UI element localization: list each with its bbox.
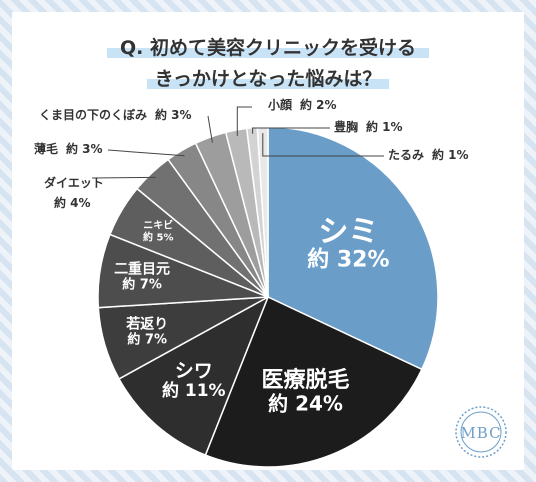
slice-value-2: 約 11% [162,380,226,401]
slice-value-7: 約 3% [66,141,103,156]
title-line-1: Q. 初めて美容クリニックを受ける [120,36,416,59]
pie-slice-2 [118,295,270,457]
leader-line-11 [262,133,384,157]
slice-label-3: 若返り [125,315,168,332]
leader-line-8 [207,115,213,143]
slice-label-6: ダイエット [44,175,104,190]
pie-slice-1 [204,295,423,468]
slice-value-0: 約 32% [307,246,389,272]
title-highlight-1 [107,48,429,58]
chart-title: Q. 初めて美容クリニックを受ける きっかけとなった悩みは？ [107,36,429,90]
slice-label-4: 二重目元 [114,260,170,277]
logo-text: MBC [460,424,501,442]
leader-line-10 [252,127,330,134]
title-line-2: きっかけとなった悩みは？ [155,67,382,90]
slice-value-8: 約 3% [155,107,192,122]
slice-label-9: 小顔 [268,97,293,112]
pie-slices [97,126,439,468]
slice-label-7: 薄毛 [34,141,58,156]
chart-card: Q. 初めて美容クリニックを受ける きっかけとなった悩みは？ シミ約 32% 医療… [12,12,524,470]
slice-label-8: くま目の下のくぼみ [39,108,147,122]
pie-chart: Q. 初めて美容クリニックを受ける きっかけとなった悩みは？ シミ約 32% 医療… [34,36,507,468]
slice-value-10: 約 1% [366,119,403,134]
slice-value-9: 約 2% [300,97,337,112]
slice-value-3: 約 7% [127,331,167,347]
slice-label-5: ニキビ [143,219,173,232]
pie-slice-0 [267,126,439,371]
slice-label-11: たるみ [388,148,424,162]
logo-inner-ring [460,411,502,453]
leader-line-7 [107,149,185,157]
mbc-logo: MBC [455,406,507,458]
slice-value-5: 約 5% [143,231,173,244]
leader-line-9 [236,106,252,136]
slice-value-11: 約 1% [432,147,469,162]
leader-line-6 [91,176,156,179]
logo-ring [455,406,507,458]
pie-slice-11 [256,126,269,298]
slice-label-2: シワ [175,360,213,382]
slice-value-1: 約 24% [268,391,343,415]
slice-value-4: 約 7% [122,276,162,292]
slice-value-6: 約 4% [54,195,91,210]
slice-label-0: シミ [318,214,378,249]
slice-label-10: 豊胸 [334,119,358,134]
title-highlight-2 [147,79,389,89]
leader-lines [91,106,384,179]
slice-label-1: 医療脱毛 [262,367,350,393]
